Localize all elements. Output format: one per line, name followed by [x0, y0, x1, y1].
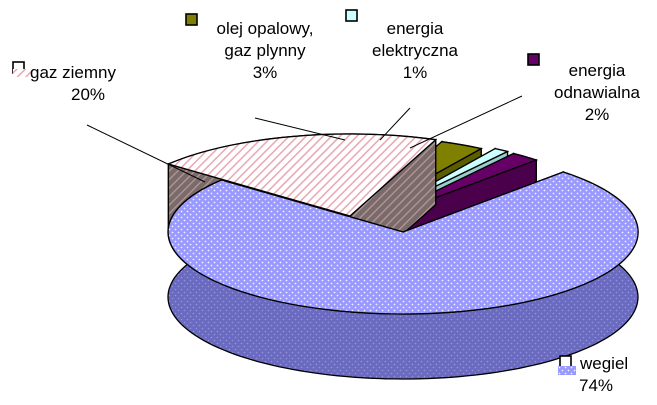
legend-key-energia-odnawialna: [527, 53, 540, 66]
leader-line-energia-odnawialna: [409, 95, 523, 149]
slice-value-gaz-ziemny: 20%: [71, 85, 105, 104]
slice-value-wegiel: 74%: [579, 376, 613, 395]
legend-swatch-wegiel: [558, 366, 576, 375]
slice-label-energia-elektryczna: energia elektryczna: [372, 19, 459, 60]
leader-line-gaz-ziemny: [86, 124, 206, 183]
leader-line-energia-elektryczna: [379, 107, 411, 141]
slice-value-energia-elektryczna: 1%: [403, 63, 428, 82]
slice-label-wegiel: wegiel: [579, 354, 628, 373]
slice-value-energia-odnawialna: 2%: [585, 105, 610, 124]
slice-label-olej-opalowy-gaz-plynny: olej opalowy, gaz plynny: [216, 19, 313, 60]
legend-key-wegiel: [559, 355, 572, 368]
legend-key-olej-opalowy-gaz-plynny: [185, 13, 198, 26]
slice-label-gaz-ziemny: gaz ziemny: [30, 63, 116, 82]
slice-label-energia-odnawialna: energia odnawialna: [554, 61, 641, 102]
leader-line-olej-opalowy-gaz-plynny: [254, 117, 346, 141]
slice-value-olej-opalowy-gaz-plynny: 3%: [253, 63, 278, 82]
legend-swatch-gaz-ziemny: [13, 69, 31, 77]
legend-key-energia-elektryczna: [345, 9, 358, 22]
slice-wegiel: [167, 171, 639, 380]
